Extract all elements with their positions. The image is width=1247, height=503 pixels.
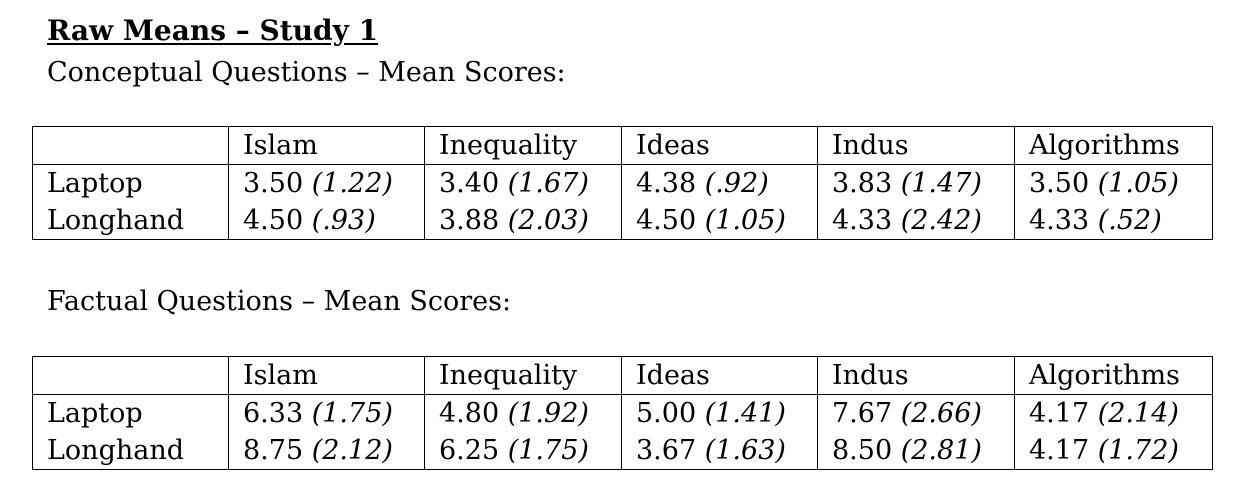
table-header-row: Islam Inequality Ideas Indus Algorithms xyxy=(32,356,1213,395)
header-cell-indus: Indus xyxy=(817,126,1015,165)
mean-value: 4.50 xyxy=(636,204,697,236)
sd-value: (2.12) xyxy=(311,434,393,466)
mean-value: 4.17 xyxy=(1029,434,1090,466)
mean-value: 4.17 xyxy=(1029,397,1090,429)
table-cell: 3.50 (1.05) xyxy=(1014,164,1213,202)
mean-value: 3.88 xyxy=(439,204,500,236)
table-cell: 4.50 (1.05) xyxy=(621,202,818,240)
mean-value: 3.67 xyxy=(636,434,697,466)
sd-value: (.52) xyxy=(1097,204,1162,236)
table-row: Longhand 8.75 (2.12) 6.25 (1.75) 3.67 (1… xyxy=(32,432,1213,470)
table-row: Longhand 4.50 (.93) 3.88 (2.03) 4.50 (1.… xyxy=(32,202,1213,240)
factual-heading: Factual Questions – Mean Scores: xyxy=(47,286,512,317)
mean-value: 3.40 xyxy=(439,167,500,199)
sd-value: (1.75) xyxy=(311,397,393,429)
table-header-row: Islam Inequality Ideas Indus Algorithms xyxy=(32,126,1213,165)
mean-value: 3.50 xyxy=(243,167,304,199)
header-cell-algorithms: Algorithms xyxy=(1014,126,1213,165)
sd-value: (2.66) xyxy=(900,397,982,429)
table-cell: 8.75 (2.12) xyxy=(228,432,425,470)
table-cell: 3.83 (1.47) xyxy=(817,164,1015,202)
sd-value: (2.81) xyxy=(900,434,982,466)
sd-value: (.92) xyxy=(704,167,769,199)
mean-value: 5.00 xyxy=(636,397,697,429)
row-label-longhand: Longhand xyxy=(32,432,229,470)
mean-value: 4.33 xyxy=(832,204,893,236)
table-cell: 4.80 (1.92) xyxy=(424,394,622,432)
table-cell: 8.50 (2.81) xyxy=(817,432,1015,470)
row-label-longhand: Longhand xyxy=(32,202,229,240)
conceptual-scores-table: Islam Inequality Ideas Indus Algorithms … xyxy=(32,126,1213,240)
mean-value: 7.67 xyxy=(832,397,893,429)
header-cell-inequality: Inequality xyxy=(424,356,622,395)
table-cell: 6.33 (1.75) xyxy=(228,394,425,432)
table-cell: 6.25 (1.75) xyxy=(424,432,622,470)
conceptual-heading: Conceptual Questions – Mean Scores: xyxy=(47,57,566,88)
sd-value: (1.72) xyxy=(1097,434,1179,466)
mean-value: 3.83 xyxy=(832,167,893,199)
header-cell xyxy=(32,356,229,395)
sd-value: (1.05) xyxy=(704,204,786,236)
sd-value: (1.63) xyxy=(704,434,786,466)
sd-value: (1.05) xyxy=(1097,167,1179,199)
sd-value: (2.14) xyxy=(1097,397,1179,429)
sd-value: (1.92) xyxy=(507,397,589,429)
table-cell: 3.88 (2.03) xyxy=(424,202,622,240)
sd-value: (1.67) xyxy=(507,167,589,199)
mean-value: 8.50 xyxy=(832,434,893,466)
mean-value: 4.80 xyxy=(439,397,500,429)
mean-value: 3.50 xyxy=(1029,167,1090,199)
sd-value: (1.47) xyxy=(900,167,982,199)
document-title: Raw Means – Study 1 xyxy=(47,14,379,47)
table-cell: 4.17 (1.72) xyxy=(1014,432,1213,470)
header-cell-ideas: Ideas xyxy=(621,126,818,165)
mean-value: 4.38 xyxy=(636,167,697,199)
table-cell: 4.33 (.52) xyxy=(1014,202,1213,240)
sd-value: (1.22) xyxy=(311,167,393,199)
table-row: Laptop 3.50 (1.22) 3.40 (1.67) 4.38 (.92… xyxy=(32,164,1213,202)
table-cell: 4.38 (.92) xyxy=(621,164,818,202)
table-cell: 5.00 (1.41) xyxy=(621,394,818,432)
table-cell: 3.40 (1.67) xyxy=(424,164,622,202)
table-cell: 3.67 (1.63) xyxy=(621,432,818,470)
mean-value: 4.50 xyxy=(243,204,304,236)
factual-scores-table: Islam Inequality Ideas Indus Algorithms … xyxy=(32,356,1213,470)
mean-value: 8.75 xyxy=(243,434,304,466)
sd-value: (1.75) xyxy=(507,434,589,466)
table-cell: 7.67 (2.66) xyxy=(817,394,1015,432)
header-cell-islam: Islam xyxy=(228,356,425,395)
header-cell-islam: Islam xyxy=(228,126,425,165)
table-cell: 3.50 (1.22) xyxy=(228,164,425,202)
mean-value: 6.33 xyxy=(243,397,304,429)
sd-value: (2.03) xyxy=(507,204,589,236)
mean-value: 6.25 xyxy=(439,434,500,466)
sd-value: (.93) xyxy=(311,204,376,236)
sd-value: (1.41) xyxy=(704,397,786,429)
header-cell-ideas: Ideas xyxy=(621,356,818,395)
header-cell-inequality: Inequality xyxy=(424,126,622,165)
header-cell-indus: Indus xyxy=(817,356,1015,395)
table-cell: 4.33 (2.42) xyxy=(817,202,1015,240)
row-label-laptop: Laptop xyxy=(32,164,229,202)
table-cell: 4.50 (.93) xyxy=(228,202,425,240)
table-row: Laptop 6.33 (1.75) 4.80 (1.92) 5.00 (1.4… xyxy=(32,394,1213,432)
table-cell: 4.17 (2.14) xyxy=(1014,394,1213,432)
sd-value: (2.42) xyxy=(900,204,982,236)
row-label-laptop: Laptop xyxy=(32,394,229,432)
mean-value: 4.33 xyxy=(1029,204,1090,236)
header-cell-algorithms: Algorithms xyxy=(1014,356,1213,395)
header-cell xyxy=(32,126,229,165)
